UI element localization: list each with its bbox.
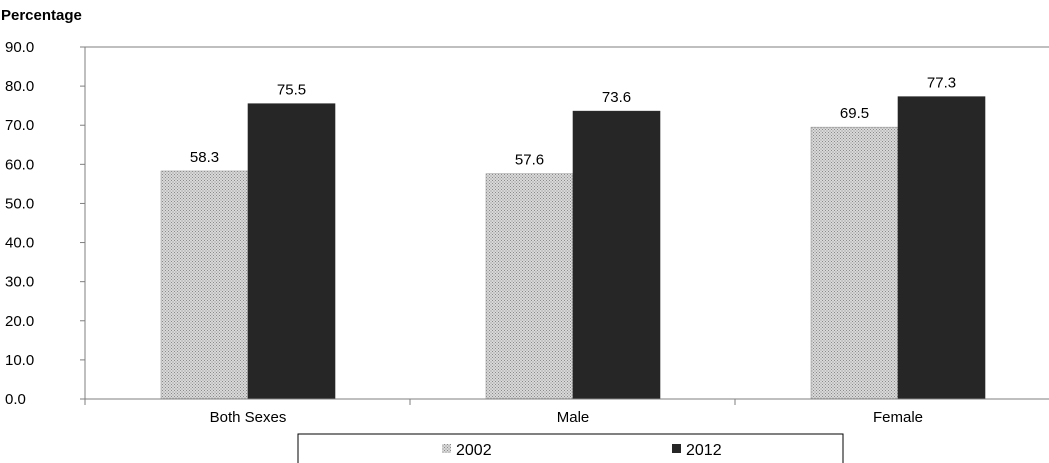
bar-2012-both-sexes (247, 103, 336, 400)
bar-2012-female (897, 96, 986, 400)
bar-2012-male (572, 110, 661, 400)
x-tick-label: Female (873, 409, 923, 426)
y-tick-label: 90.0 (5, 39, 34, 56)
y-tick-label: 80.0 (5, 78, 34, 95)
y-tick-label: 20.0 (5, 313, 34, 330)
data-label: 58.3 (190, 149, 219, 166)
y-tick-label: 0.0 (5, 391, 26, 408)
legend-swatch-2002 (442, 444, 451, 453)
data-label: 57.6 (515, 152, 544, 169)
y-tick-label: 30.0 (5, 274, 34, 291)
y-tick-label: 60.0 (5, 156, 34, 173)
y-tick-label: 70.0 (5, 117, 34, 134)
bar-2002-male (485, 173, 574, 400)
y-tick-label: 40.0 (5, 235, 34, 252)
x-tick-label: Both Sexes (210, 409, 287, 426)
legend-label-2012: 2012 (686, 442, 722, 459)
data-label: 75.5 (277, 82, 306, 99)
y-axis-title: Percentage (1, 7, 82, 24)
y-tick-label: 50.0 (5, 195, 34, 212)
x-tick-label: Male (557, 409, 590, 426)
data-label: 73.6 (602, 89, 631, 106)
legend-swatch-2012 (672, 444, 681, 453)
data-label: 69.5 (840, 105, 869, 122)
legend-label-2002: 2002 (456, 442, 492, 459)
bar-2002-female (810, 126, 899, 400)
y-tick-label: 10.0 (5, 352, 34, 369)
data-label: 77.3 (927, 75, 956, 92)
legend: 2002 2012 (297, 433, 844, 463)
legend-box (297, 433, 844, 463)
bar-2002-both-sexes (160, 170, 249, 400)
